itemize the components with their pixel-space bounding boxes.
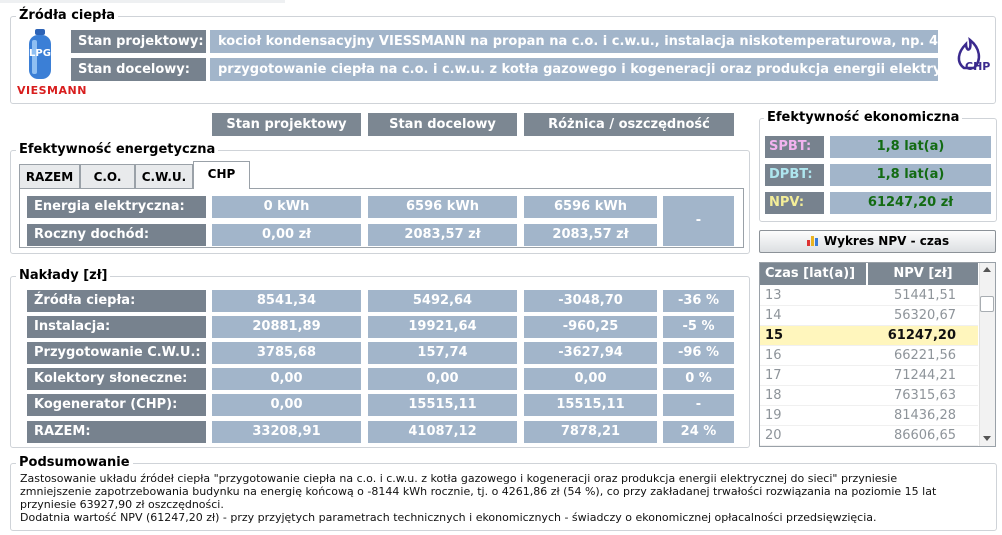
column-header-diff[interactable]: Różnica / oszczędność — [524, 113, 734, 136]
tab-co[interactable]: C.O. — [80, 164, 135, 188]
electric-energy-project: 0 kWh — [212, 196, 361, 218]
scroll-thumb[interactable] — [980, 296, 994, 312]
annual-income-project: 0,00 zł — [212, 224, 361, 246]
npv-row[interactable]: 20 86606,65 — [760, 426, 978, 446]
heat-sources-title: Źródła ciepła — [16, 8, 119, 23]
viessmann-logo: VIESMANN — [17, 84, 87, 97]
npv-row[interactable]: 18 76315,63 — [760, 386, 978, 406]
cost-row-percent: -36 % — [663, 290, 734, 312]
npv-col-years-header[interactable]: Czas [lat(a)] — [760, 263, 867, 285]
cost-row-label: Kolektory słoneczne: — [27, 368, 206, 390]
npv-value: 61247,20 zł — [830, 192, 991, 214]
cost-row-label: Przygotowanie C.W.U.: — [27, 342, 206, 364]
electric-energy-label: Energia elektryczna: — [27, 196, 206, 218]
cost-row-project: 0,00 — [212, 394, 361, 416]
tab-razem[interactable]: RAZEM — [19, 164, 80, 188]
summary-line: zmniejszenie zapotrzebowania budynku na … — [20, 485, 937, 498]
cost-row-percent: - — [663, 394, 734, 416]
npv-row-selected[interactable]: 15 61247,20 — [760, 326, 978, 346]
cost-row-project: 3785,68 — [212, 342, 361, 364]
cost-row-target: 15515,11 — [368, 394, 517, 416]
target-state-label: Stan docelowy: — [71, 58, 206, 81]
cost-row-label: Instalacja: — [27, 316, 206, 338]
npv-label: NPV: — [765, 192, 824, 214]
summary-group — [10, 463, 997, 531]
npv-row[interactable]: 17 71244,21 — [760, 366, 978, 386]
column-header-project[interactable]: Stan projektowy — [212, 113, 361, 136]
chp-flame-icon — [950, 34, 990, 74]
dpbt-value: 1,8 lat(a) — [830, 164, 991, 186]
cost-total-target: 41087,12 — [368, 421, 517, 443]
tab-chp[interactable]: CHP — [193, 161, 250, 189]
lpg-cylinder-icon — [26, 28, 54, 80]
cost-row-target: 157,74 — [368, 342, 517, 364]
column-header-target[interactable]: Stan docelowy — [368, 113, 517, 136]
cost-row-percent: 0 % — [663, 368, 734, 390]
target-state-value: przygotowanie ciepła na c.o. i c.w.u. z … — [210, 58, 938, 81]
cost-row-label: Źródła ciepła: — [27, 290, 206, 312]
npv-row[interactable]: 16 66221,56 — [760, 346, 978, 366]
spbt-value: 1,8 lat(a) — [830, 136, 991, 158]
summary-text: Zastosowanie układu źródeł ciepła "przyg… — [20, 472, 990, 524]
economic-efficiency-title: Efektywność ekonomiczna — [764, 110, 963, 125]
cost-row-diff: -3048,70 — [524, 290, 657, 312]
lpg-label: LPG — [29, 48, 51, 59]
npv-chart-button-label: Wykres NPV - czas — [823, 234, 950, 248]
dpbt-label: DPBT: — [765, 164, 824, 186]
project-state-value: kocioł kondensacyjny VIESSMANN na propan… — [210, 30, 938, 53]
cost-row-project: 8541,34 — [212, 290, 361, 312]
annual-income-diff: 2083,57 zł — [524, 224, 657, 246]
npv-table — [759, 262, 996, 447]
cost-row-percent: -96 % — [663, 342, 734, 364]
annual-income-target: 2083,57 zł — [368, 224, 517, 246]
cost-total-diff: 7878,21 — [524, 421, 657, 443]
cost-row-target: 0,00 — [368, 368, 517, 390]
cost-row-percent: -5 % — [663, 316, 734, 338]
scroll-up-arrow-icon[interactable] — [983, 267, 991, 272]
spbt-label: SPBT: — [765, 136, 824, 158]
npv-col-value-header[interactable]: NPV [zł] — [868, 263, 978, 285]
cost-row-diff: 15515,11 — [524, 394, 657, 416]
electric-energy-diff: 6596 kWh — [524, 196, 657, 218]
summary-line: Zastosowanie układu źródeł ciepła "przyg… — [20, 472, 898, 485]
electric-energy-target: 6596 kWh — [368, 196, 517, 218]
cost-row-diff: -960,25 — [524, 316, 657, 338]
npv-row[interactable]: 19 81436,28 — [760, 406, 978, 426]
cost-row-target: 5492,64 — [368, 290, 517, 312]
cost-total-label: RAZEM: — [27, 421, 206, 443]
cost-row-diff: 0,00 — [524, 368, 657, 390]
cost-row-label: Kogenerator (CHP): — [27, 394, 206, 416]
costs-title: Nakłady [zł] — [16, 268, 111, 283]
bar-chart-icon — [806, 233, 820, 247]
npv-row[interactable]: 13 51441,51 — [760, 286, 978, 306]
summary-line: przyniesie 63927,90 zł oszczędności. — [20, 498, 224, 511]
project-state-label: Stan projektowy: — [71, 30, 206, 53]
chp-logo-text: CHP — [965, 60, 991, 73]
annual-income-label: Roczny dochód: — [27, 224, 206, 246]
summary-title: Podsumowanie — [16, 455, 133, 470]
npv-chart-button[interactable]: Wykres NPV - czas — [759, 230, 996, 253]
top-tab-strip — [0, 0, 285, 3]
cost-row-target: 19921,64 — [368, 316, 517, 338]
npv-row[interactable]: 14 56320,67 — [760, 306, 978, 326]
summary-line: Dodatnia wartość NPV (61247,20 zł) - prz… — [20, 511, 877, 524]
energy-percent: - — [663, 196, 734, 246]
cost-row-project: 20881,89 — [212, 316, 361, 338]
energy-efficiency-title: Efektywność energetyczna — [16, 142, 219, 157]
cost-total-percent: 24 % — [663, 421, 734, 443]
npv-scrollbar[interactable] — [979, 263, 995, 446]
tab-cwu[interactable]: C.W.U. — [135, 164, 193, 188]
scroll-down-arrow-icon[interactable] — [983, 436, 991, 441]
cost-row-project: 0,00 — [212, 368, 361, 390]
cost-total-project: 33208,91 — [212, 421, 361, 443]
cost-row-diff: -3627,94 — [524, 342, 657, 364]
